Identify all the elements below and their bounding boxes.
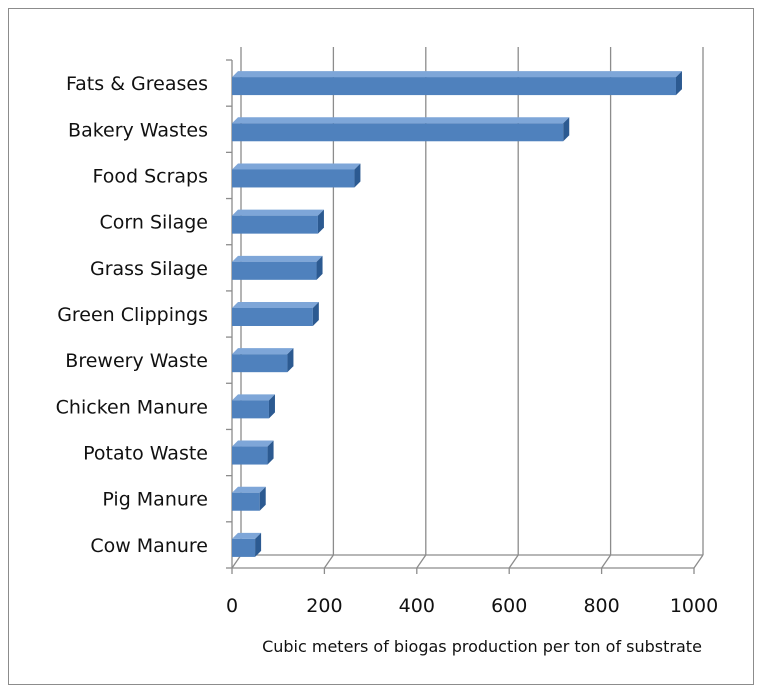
category-label: Green Clippings [57,304,208,326]
category-label: Food Scraps [92,165,208,187]
bar-top-face [232,163,361,170]
bar-top-face [232,486,266,493]
bar [232,348,294,373]
bar-end-face [268,394,275,419]
x-tick-label: 400 [399,595,435,617]
x-tick-label: 200 [306,595,342,617]
category-labels: Fats & Greases Bakery Wastes Food Scraps Co… [56,73,208,557]
bars [232,71,682,557]
category-label: Chicken Manure [56,396,208,418]
bar-end-face [312,302,319,326]
bar-top-face [232,255,323,262]
bar-end-face [267,440,274,465]
bar [232,486,266,511]
x-tick-labels: 0 200 400 600 800 1000 [226,595,718,617]
category-label: Fats & Greases [66,73,208,95]
bar [232,255,323,280]
x-tick-label: 1000 [670,595,718,617]
bar-end-face [354,163,361,188]
bar [232,71,682,96]
gridline-depth [323,554,334,569]
bar-top-face [232,71,682,78]
category-label: Pig Manure [102,489,208,511]
bar-end-face [287,348,294,373]
bar-end-face [675,71,682,96]
x-tick-label: 600 [491,595,527,617]
bar-front-face [232,123,564,142]
bar-front-face [232,492,260,511]
x-tick-label: 800 [583,595,619,617]
x-axis-title: Cubic meters of biogas production per to… [262,637,702,656]
bar-top-face [232,302,319,308]
bar-end-face [317,209,324,234]
bar-top-face [232,117,570,124]
bar-front-face [232,261,317,280]
gridline-depth [693,554,704,569]
bar [232,440,274,465]
bar-end-face [255,532,262,557]
bar [232,117,570,142]
category-label: Potato Waste [83,443,208,465]
bar [232,302,319,326]
bar-top-face [232,394,275,401]
category-label: Corn Silage [100,212,208,234]
gridline-depth [508,554,519,569]
bar-end-face [259,486,266,511]
bar [232,209,324,234]
x-tick-label: 0 [226,595,238,617]
bar-top-face [232,348,294,355]
category-label: Brewery Waste [65,350,208,372]
category-label: Bakery Wastes [68,119,208,141]
bar-end-face [316,255,323,280]
bar-front-face [232,446,268,465]
gridline-depth [601,554,612,569]
bar-front-face [232,354,288,373]
bar-front-face [232,400,269,419]
bar [232,394,275,419]
bar-top-face [232,440,274,447]
bar-front-face [232,308,313,326]
bar-front-face [232,77,676,96]
bar-front-face [232,169,355,188]
gridline-depth [416,554,427,569]
bar-front-face [232,538,256,557]
bar-front-face [232,215,318,234]
bar [232,163,361,188]
category-label: Cow Manure [90,535,208,557]
gridline-depth [231,554,242,569]
bar-top-face [232,209,324,216]
bar-end-face [563,117,570,142]
bar [232,532,262,557]
bar-top-face [232,532,262,539]
category-label: Grass Silage [90,258,208,280]
